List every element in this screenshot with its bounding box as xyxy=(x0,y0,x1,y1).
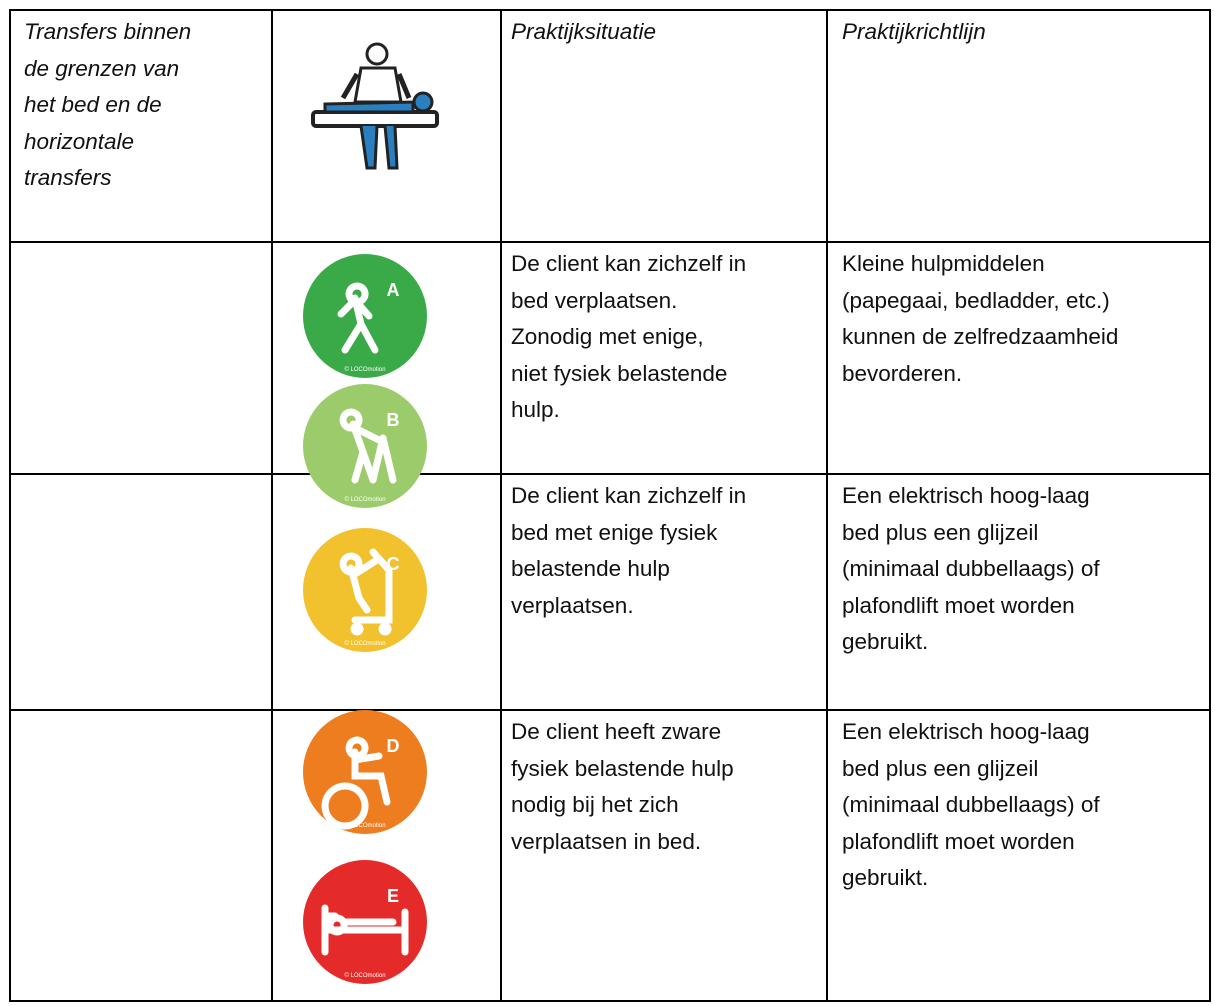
situation-text: De client kan zichzelf in xyxy=(511,483,747,508)
icon-letter: C xyxy=(387,554,400,574)
cell-border xyxy=(9,473,1211,475)
guideline-text: bed plus een glijzeil xyxy=(842,519,1039,545)
level-icon: C © LOCOmotion xyxy=(303,528,427,652)
icon-letter: D xyxy=(387,736,400,756)
situation-text: bed met enige fysiek xyxy=(511,519,718,545)
icon-figure xyxy=(321,736,391,830)
guideline-text: (minimaal dubbellaags) of xyxy=(842,556,1100,581)
header-title: de grenzen van xyxy=(24,55,180,81)
header-title: het bed en de xyxy=(24,92,162,117)
cell-border xyxy=(271,9,273,1002)
header-title: Transfers binnen xyxy=(24,19,192,44)
cell-border xyxy=(9,9,1211,11)
guideline-text: bevorderen. xyxy=(842,360,963,386)
cell-border xyxy=(500,9,502,1002)
icon-figure xyxy=(337,282,379,354)
icon-credit: © LOCOmotion xyxy=(344,640,385,647)
situation-text: hulp. xyxy=(511,397,560,422)
cell-border xyxy=(9,709,1211,711)
guideline-text: Een elektrisch hoog-laag xyxy=(842,719,1090,744)
situation-text: verplaatsen in bed. xyxy=(511,828,702,854)
situation-text: belastende hulp xyxy=(511,556,670,581)
guideline-text: (minimaal dubbellaags) of xyxy=(842,792,1100,817)
situation-text: verplaatsen. xyxy=(511,592,634,618)
situation-text: De client heeft zware xyxy=(511,719,722,744)
icon-circle xyxy=(303,384,427,508)
icon-credit: © LOCOmotion xyxy=(344,822,385,829)
situation-text: niet fysiek belastende xyxy=(511,360,728,386)
icon-figure xyxy=(339,548,393,636)
cell-border xyxy=(9,1000,1211,1002)
icon-figure xyxy=(321,904,409,956)
guideline-text: plafondlift moet worden xyxy=(842,592,1075,618)
icon-circle xyxy=(303,710,427,834)
guideline-text: kunnen de zelfredzaamheid xyxy=(842,324,1119,349)
header-title: transfers xyxy=(24,165,112,190)
cell-border xyxy=(1209,9,1211,1002)
icon-letter: B xyxy=(387,410,400,430)
situation-text: fysiek belastende hulp xyxy=(511,755,734,781)
guideline-text: bed plus een glijzeil xyxy=(842,755,1039,781)
level-icon: A © LOCOmotion xyxy=(303,254,427,378)
icon-figure xyxy=(339,408,397,484)
guideline-text: (papegaai, bedladder, etc.) xyxy=(842,287,1110,313)
situation-text: bed verplaatsen. xyxy=(511,287,678,313)
guideline-text: Een elektrisch hoog-laag xyxy=(842,483,1090,508)
situation-text: Zonodig met enige, xyxy=(511,324,704,349)
icon-credit: © LOCOmotion xyxy=(344,496,385,503)
guideline-text: plafondlift moet worden xyxy=(842,828,1075,854)
icon-credit: © LOCOmotion xyxy=(344,366,385,373)
header-guideline: Praktijkrichtlijn xyxy=(842,19,986,44)
guideline-text: gebruikt. xyxy=(842,865,929,890)
situation-text: De client kan zichzelf in xyxy=(511,251,747,276)
level-icon: B © LOCOmotion xyxy=(303,384,427,508)
situation-text: nodig bij het zich xyxy=(511,792,679,817)
header-icon xyxy=(311,42,439,170)
guideline-text: gebruikt. xyxy=(842,629,929,654)
guideline-text: Kleine hulpmiddelen xyxy=(842,251,1045,276)
icon-circle xyxy=(303,528,427,652)
header-title: horizontale xyxy=(24,128,135,154)
icon-credit: © LOCOmotion xyxy=(344,972,385,979)
icon-letter: E xyxy=(387,886,399,906)
cell-border xyxy=(826,9,828,1002)
cell-border xyxy=(9,9,11,1002)
level-icon: E © LOCOmotion xyxy=(303,860,427,984)
icon-letter: A xyxy=(387,280,400,300)
cell-border xyxy=(9,241,1211,243)
level-icon: D © LOCOmotion xyxy=(303,710,427,834)
header-situation: Praktijksituatie xyxy=(511,19,657,44)
